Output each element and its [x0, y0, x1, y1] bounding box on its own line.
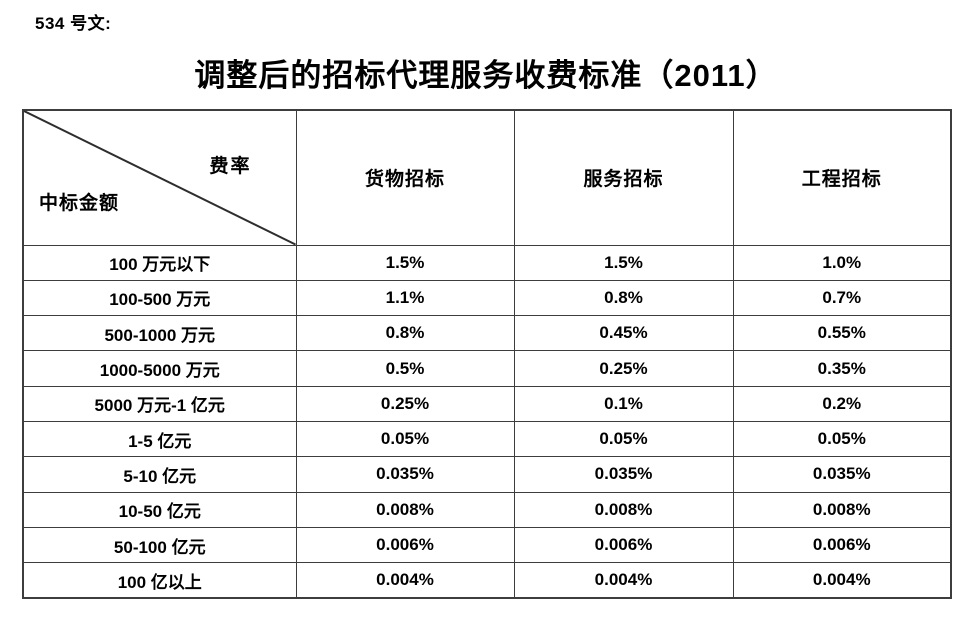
rate-value-cell: 0.05%: [732, 420, 952, 458]
row-label-cell: 100-500 万元: [22, 279, 297, 317]
rate-value-cell: 0.035%: [513, 456, 734, 493]
row-label-cell: 1-5 亿元: [22, 420, 297, 458]
row-label-cell: 5-10 亿元: [22, 456, 297, 493]
table-row: 100 亿以上 0.004% 0.004% 0.004%: [22, 562, 952, 599]
rate-value-cell: 0.2%: [732, 385, 952, 422]
rate-value-cell: 0.006%: [732, 526, 952, 564]
table-body: 100 万元以下 1.5% 1.5% 1.0% 100-500 万元 1.1% 0.8% 0.…: [22, 244, 952, 599]
rate-value-cell: 0.008%: [513, 491, 734, 528]
table-row: 1-5 亿元 0.05% 0.05% 0.05%: [22, 420, 952, 458]
corner-header-cell: 费率 中标金额: [22, 109, 297, 246]
rate-value-cell: 0.45%: [513, 315, 734, 352]
rate-value-cell: 0.7%: [732, 279, 952, 317]
rate-value-cell: 0.5%: [295, 350, 515, 387]
rate-value-cell: 0.006%: [295, 526, 515, 564]
rate-value-cell: 0.35%: [732, 350, 952, 387]
page-title: 调整后的招标代理服务收费标准（2011）: [194, 58, 778, 93]
corner-label-rate: 费率: [209, 156, 252, 177]
rate-value-cell: 0.8%: [295, 315, 515, 352]
table-row: 50-100 亿元 0.006% 0.006% 0.006%: [22, 526, 952, 564]
rate-value-cell: 0.05%: [295, 420, 515, 458]
table-header-row: 费率 中标金额 货物招标 服务招标 工程招标: [22, 109, 952, 246]
column-header-services: 服务招标: [513, 109, 734, 246]
rate-value-cell: 0.004%: [513, 562, 734, 599]
table-row: 100-500 万元 1.1% 0.8% 0.7%: [22, 279, 952, 317]
rate-value-cell: 0.004%: [295, 562, 515, 599]
rate-value-cell: 0.25%: [513, 350, 734, 387]
rate-value-cell: 0.25%: [295, 385, 515, 422]
rate-value-cell: 0.05%: [513, 420, 734, 458]
row-label-cell: 500-1000 万元: [22, 315, 297, 352]
row-label-cell: 100 亿以上: [22, 562, 297, 599]
rate-value-cell: 0.004%: [732, 562, 952, 599]
doc-number-label: 534 号文:: [35, 14, 112, 33]
corner-label-amount: 中标金额: [39, 193, 120, 214]
row-label-cell: 5000 万元-1 亿元: [22, 385, 297, 422]
diagonal-divider-line: [24, 111, 296, 245]
column-header-goods: 货物招标: [295, 109, 515, 246]
fee-standard-table: 费率 中标金额 货物招标 服务招标 工程招标 100 万元以下 1.5% 1.5% 1…: [22, 109, 952, 599]
column-header-engineering: 工程招标: [732, 109, 952, 246]
row-label-cell: 10-50 亿元: [22, 491, 297, 528]
table-row: 100 万元以下 1.5% 1.5% 1.0%: [22, 244, 952, 281]
rate-value-cell: 0.008%: [732, 491, 952, 528]
rate-value-cell: 0.1%: [513, 385, 734, 422]
rate-value-cell: 0.035%: [295, 456, 515, 493]
table-row: 1000-5000 万元 0.5% 0.25% 0.35%: [22, 350, 952, 387]
rate-value-cell: 0.035%: [732, 456, 952, 493]
table-row: 5000 万元-1 亿元 0.25% 0.1% 0.2%: [22, 385, 952, 422]
table-row: 5-10 亿元 0.035% 0.035% 0.035%: [22, 456, 952, 493]
rate-value-cell: 0.008%: [295, 491, 515, 528]
rate-value-cell: 0.006%: [513, 526, 734, 564]
rate-value-cell: 1.5%: [295, 244, 515, 281]
rate-value-cell: 1.1%: [295, 279, 515, 317]
row-label-cell: 100 万元以下: [22, 244, 297, 281]
row-label-cell: 50-100 亿元: [22, 526, 297, 564]
table-row: 500-1000 万元 0.8% 0.45% 0.55%: [22, 315, 952, 352]
table-row: 10-50 亿元 0.008% 0.008% 0.008%: [22, 491, 952, 528]
rate-value-cell: 1.5%: [513, 244, 734, 281]
row-label-cell: 1000-5000 万元: [22, 350, 297, 387]
table-head-body: 费率 中标金额 货物招标 服务招标 工程招标: [22, 109, 952, 246]
rate-value-cell: 0.55%: [732, 315, 952, 352]
rate-value-cell: 0.8%: [513, 279, 734, 317]
rate-value-cell: 1.0%: [732, 244, 952, 281]
